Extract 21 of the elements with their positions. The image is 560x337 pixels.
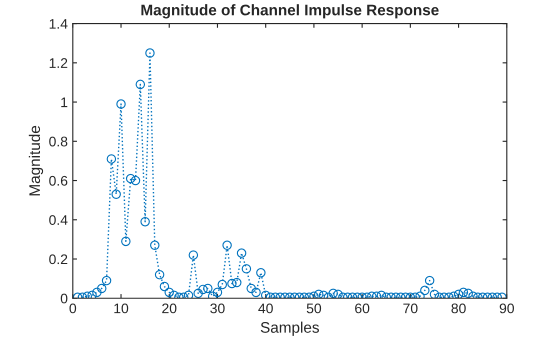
y-tick-label: 1.2: [50, 58, 68, 68]
y-axis-title: Magnitude: [28, 126, 44, 196]
y-tick-label: 0: [60, 294, 68, 304]
x-axis-title: Samples: [260, 322, 319, 336]
x-tick-label: 70: [403, 303, 418, 314]
y-tick-label: 0.6: [49, 176, 68, 186]
x-tick-label: 20: [162, 303, 176, 314]
y-tick-label: 0.4: [49, 215, 68, 225]
y-tick-label: 1: [61, 98, 68, 108]
y-tick-label: 1.4: [50, 19, 68, 29]
chart-title: Magnitude of Channel Impulse Response: [141, 4, 439, 18]
x-tick-label: 30: [210, 303, 225, 314]
x-tick-label: 10: [114, 303, 128, 314]
x-tick-label: 50: [306, 303, 322, 314]
x-tick-label: 90: [500, 303, 514, 314]
x-tick-label: 0: [69, 303, 76, 314]
x-tick-label: 40: [258, 303, 273, 314]
x-tick-label: 80: [451, 303, 466, 314]
y-tick-label: 0.8: [49, 136, 68, 146]
x-tick-label: 60: [355, 303, 370, 314]
y-tick-label: 0.2: [49, 254, 68, 264]
